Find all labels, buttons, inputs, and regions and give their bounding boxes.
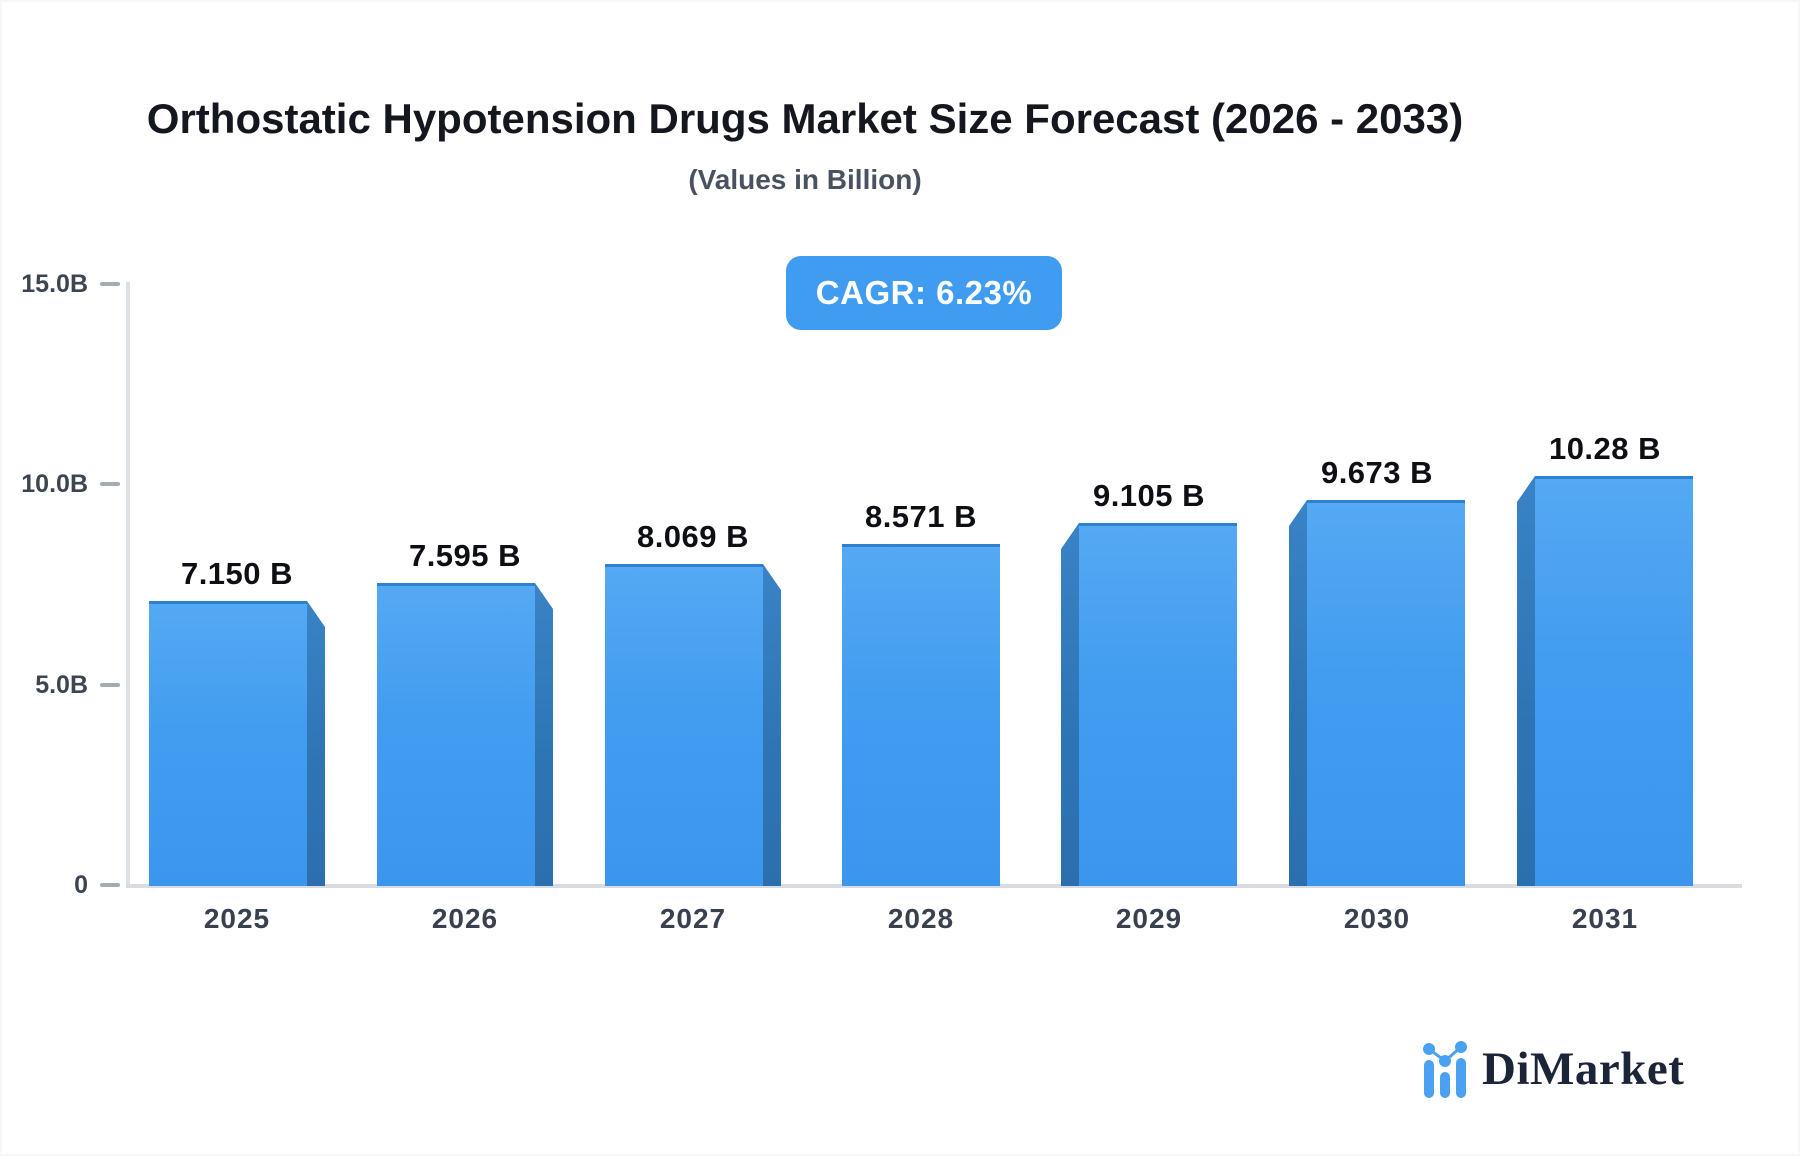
bar-face bbox=[1307, 500, 1465, 886]
y-tick-label: 15.0B bbox=[21, 270, 88, 298]
y-tick-dash bbox=[100, 482, 120, 486]
bar-face bbox=[1535, 476, 1693, 886]
bar-side bbox=[1289, 500, 1307, 886]
bar-face bbox=[377, 583, 535, 886]
x-axis-label: 2027 bbox=[659, 903, 727, 934]
brand-logo: DiMarket bbox=[1422, 1040, 1684, 1098]
bar-value-label: 9.673 B bbox=[1320, 455, 1434, 490]
x-axis-label: 2030 bbox=[1343, 903, 1411, 934]
y-tick-label: 10.0B bbox=[21, 470, 88, 498]
x-axis-label: 2029 bbox=[1115, 903, 1183, 934]
x-axis-label: 2026 bbox=[431, 903, 499, 934]
bar-2029 bbox=[1061, 523, 1237, 886]
bar-side bbox=[307, 601, 325, 886]
bar-value-label: 9.105 B bbox=[1092, 478, 1206, 513]
x-axis-label: 2025 bbox=[203, 903, 271, 934]
bar-2031 bbox=[1517, 476, 1693, 886]
bar-side bbox=[1061, 523, 1079, 886]
bar-2028 bbox=[833, 544, 1009, 886]
bar-face bbox=[605, 564, 763, 886]
bar-2026 bbox=[377, 583, 553, 886]
chart-subtitle: (Values in Billion) bbox=[688, 164, 922, 195]
bar-2030 bbox=[1289, 500, 1465, 886]
bar-face bbox=[842, 544, 1000, 886]
y-tick-dash bbox=[100, 683, 120, 687]
y-tick-label: 0 bbox=[74, 871, 88, 899]
bar-value-label: 8.571 B bbox=[864, 499, 978, 534]
bar-side bbox=[1517, 476, 1535, 886]
cagr-badge: CAGR: 6.23% bbox=[786, 256, 1062, 330]
bar-2027 bbox=[605, 564, 781, 886]
bar-value-label: 7.150 B bbox=[180, 556, 294, 591]
brand-logo-text: DiMarket bbox=[1482, 1043, 1685, 1095]
y-tick-label: 5.0B bbox=[35, 671, 88, 699]
bar-face bbox=[149, 601, 307, 886]
bar-value-label: 8.069 B bbox=[636, 519, 750, 554]
bar-side bbox=[535, 583, 553, 886]
brand-logo-icon bbox=[1423, 1041, 1467, 1098]
bar-2025 bbox=[149, 601, 325, 886]
x-axis-line bbox=[126, 884, 1742, 888]
x-axis-label: 2031 bbox=[1571, 903, 1639, 934]
y-tick-dash bbox=[100, 883, 120, 887]
x-axis-label: 2028 bbox=[887, 903, 955, 934]
bar-value-label: 7.595 B bbox=[408, 538, 522, 573]
bar-value-label: 10.28 B bbox=[1548, 431, 1662, 466]
bar-side bbox=[763, 564, 781, 886]
chart-title: Orthostatic Hypotension Drugs Market Siz… bbox=[146, 95, 1464, 142]
cagr-badge-label: CAGR: 6.23% bbox=[815, 274, 1033, 311]
y-axis-line bbox=[126, 282, 130, 888]
bar-face bbox=[1079, 523, 1237, 886]
y-tick-dash bbox=[100, 282, 120, 286]
